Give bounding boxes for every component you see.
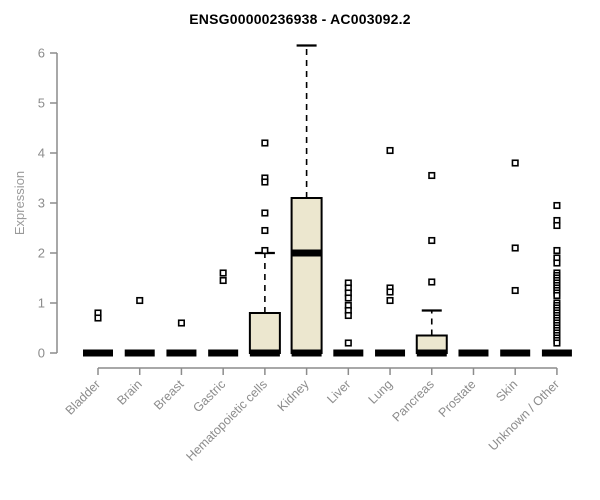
y-tick-label: 5 (38, 96, 45, 111)
zero-bar-skin (500, 349, 531, 357)
outlier-point-skin (511, 159, 519, 167)
x-category-label: Prostate (436, 377, 479, 420)
x-category-label: Hematopoietic cells (183, 377, 270, 464)
x-category-label: Skin (493, 377, 520, 404)
boxplot-box-kidney (290, 197, 323, 354)
x-category-label: Gastric (190, 377, 228, 415)
zero-bar-brain (124, 349, 155, 357)
x-category-label: Liver (324, 377, 353, 406)
y-tick-label: 1 (38, 296, 45, 311)
outlier-point-lung (386, 296, 394, 305)
outlier-point-skin (511, 286, 519, 295)
x-category-label: Pancreas (390, 377, 437, 424)
outlier-point-brain (136, 296, 144, 305)
x-category-label: Lung (366, 377, 396, 407)
outlier-point-liver (344, 294, 352, 302)
outlier-point-pancreas (428, 236, 436, 245)
outlier-point-lung (386, 146, 394, 155)
outlier-point-lung (386, 288, 394, 296)
zero-bar-pancreas (416, 349, 447, 357)
outlier-point-unknown-other (553, 339, 561, 347)
x-category-label: Bladder (63, 377, 103, 417)
outlier-point-hematopoietic-cells (261, 209, 269, 217)
outlier-point-hematopoietic-cells (261, 139, 269, 147)
zero-bar-bladder (83, 349, 113, 357)
zero-bar-prostate (458, 349, 489, 357)
boxplot-box-hematopoietic-cells (248, 312, 281, 354)
x-category-label: Unknown / Other (486, 377, 562, 453)
zero-bar-lung (375, 349, 406, 357)
outlier-point-unknown-other (553, 291, 561, 300)
outlier-point-hematopoietic-cells (261, 178, 269, 186)
outlier-point-unknown-other (553, 221, 561, 230)
outlier-point-hematopoietic-cells (261, 226, 269, 235)
zero-bar-hematopoietic-cells (249, 349, 280, 357)
outlier-point-unknown-other (553, 246, 561, 255)
y-tick-label: 3 (38, 196, 45, 211)
outlier-point-breast (177, 319, 185, 327)
outlier-point-unknown-other (553, 201, 561, 210)
median-line-kidney (291, 249, 322, 257)
zero-bar-unknown-other (541, 349, 572, 357)
y-tick-label: 0 (38, 346, 45, 361)
outlier-point-gastric (219, 269, 227, 277)
y-tick-label: 2 (38, 246, 45, 261)
x-category-label: Breast (151, 377, 187, 413)
zero-bar-breast (166, 349, 197, 357)
outlier-point-liver (344, 311, 352, 320)
chart-title: ENSG00000236938 - AC003092.2 (189, 11, 411, 27)
x-category-label: Brain (114, 377, 145, 408)
outlier-point-hematopoietic-cells (261, 246, 269, 255)
zero-bar-kidney (291, 349, 322, 357)
x-category-label: Kidney (275, 377, 312, 414)
y-tick-label: 4 (38, 146, 45, 161)
outlier-point-unknown-other (553, 259, 561, 267)
outlier-point-skin (511, 244, 519, 252)
outlier-point-liver (344, 339, 352, 347)
outlier-point-pancreas (428, 278, 436, 286)
outlier-point-pancreas (428, 171, 436, 180)
outlier-point-gastric (219, 276, 227, 285)
outlier-point-bladder (94, 314, 102, 322)
zero-bar-gastric (208, 349, 239, 357)
zero-bar-liver (333, 349, 364, 357)
y-tick-label: 6 (38, 46, 45, 61)
